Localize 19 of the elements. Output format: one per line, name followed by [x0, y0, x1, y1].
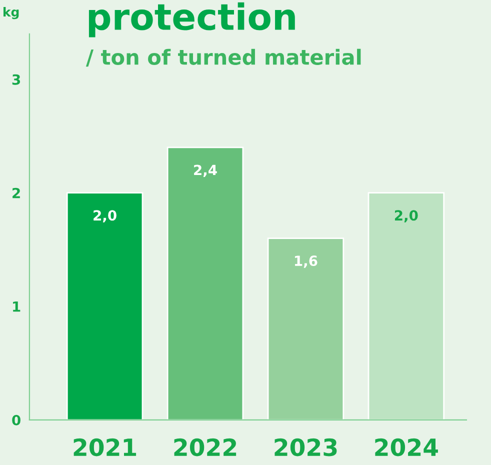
x-tick-label: 2023	[274, 438, 337, 456]
y-tick-label: 1	[13, 302, 20, 312]
data-label: 1,6	[294, 256, 318, 268]
data-label: 2,0	[394, 210, 418, 222]
bar	[267, 238, 344, 420]
bar	[368, 192, 445, 420]
y-axis-title: kg	[4, 6, 19, 20]
y-tick-label: 2	[12, 188, 20, 198]
chart-title: protection	[88, 2, 295, 38]
bar	[66, 192, 144, 420]
y-tick-label: 0	[12, 414, 20, 426]
x-tick-label: 2022	[174, 438, 236, 456]
x-tick-label: 2021	[74, 438, 136, 456]
x-tick-label: 2024	[375, 438, 438, 456]
text: / ton of turned material	[86, 48, 361, 67]
y-tick-label: 3	[12, 74, 20, 85]
bar	[166, 146, 244, 420]
data-label: 2,0	[94, 210, 116, 222]
data-label: 2,4	[194, 164, 217, 178]
